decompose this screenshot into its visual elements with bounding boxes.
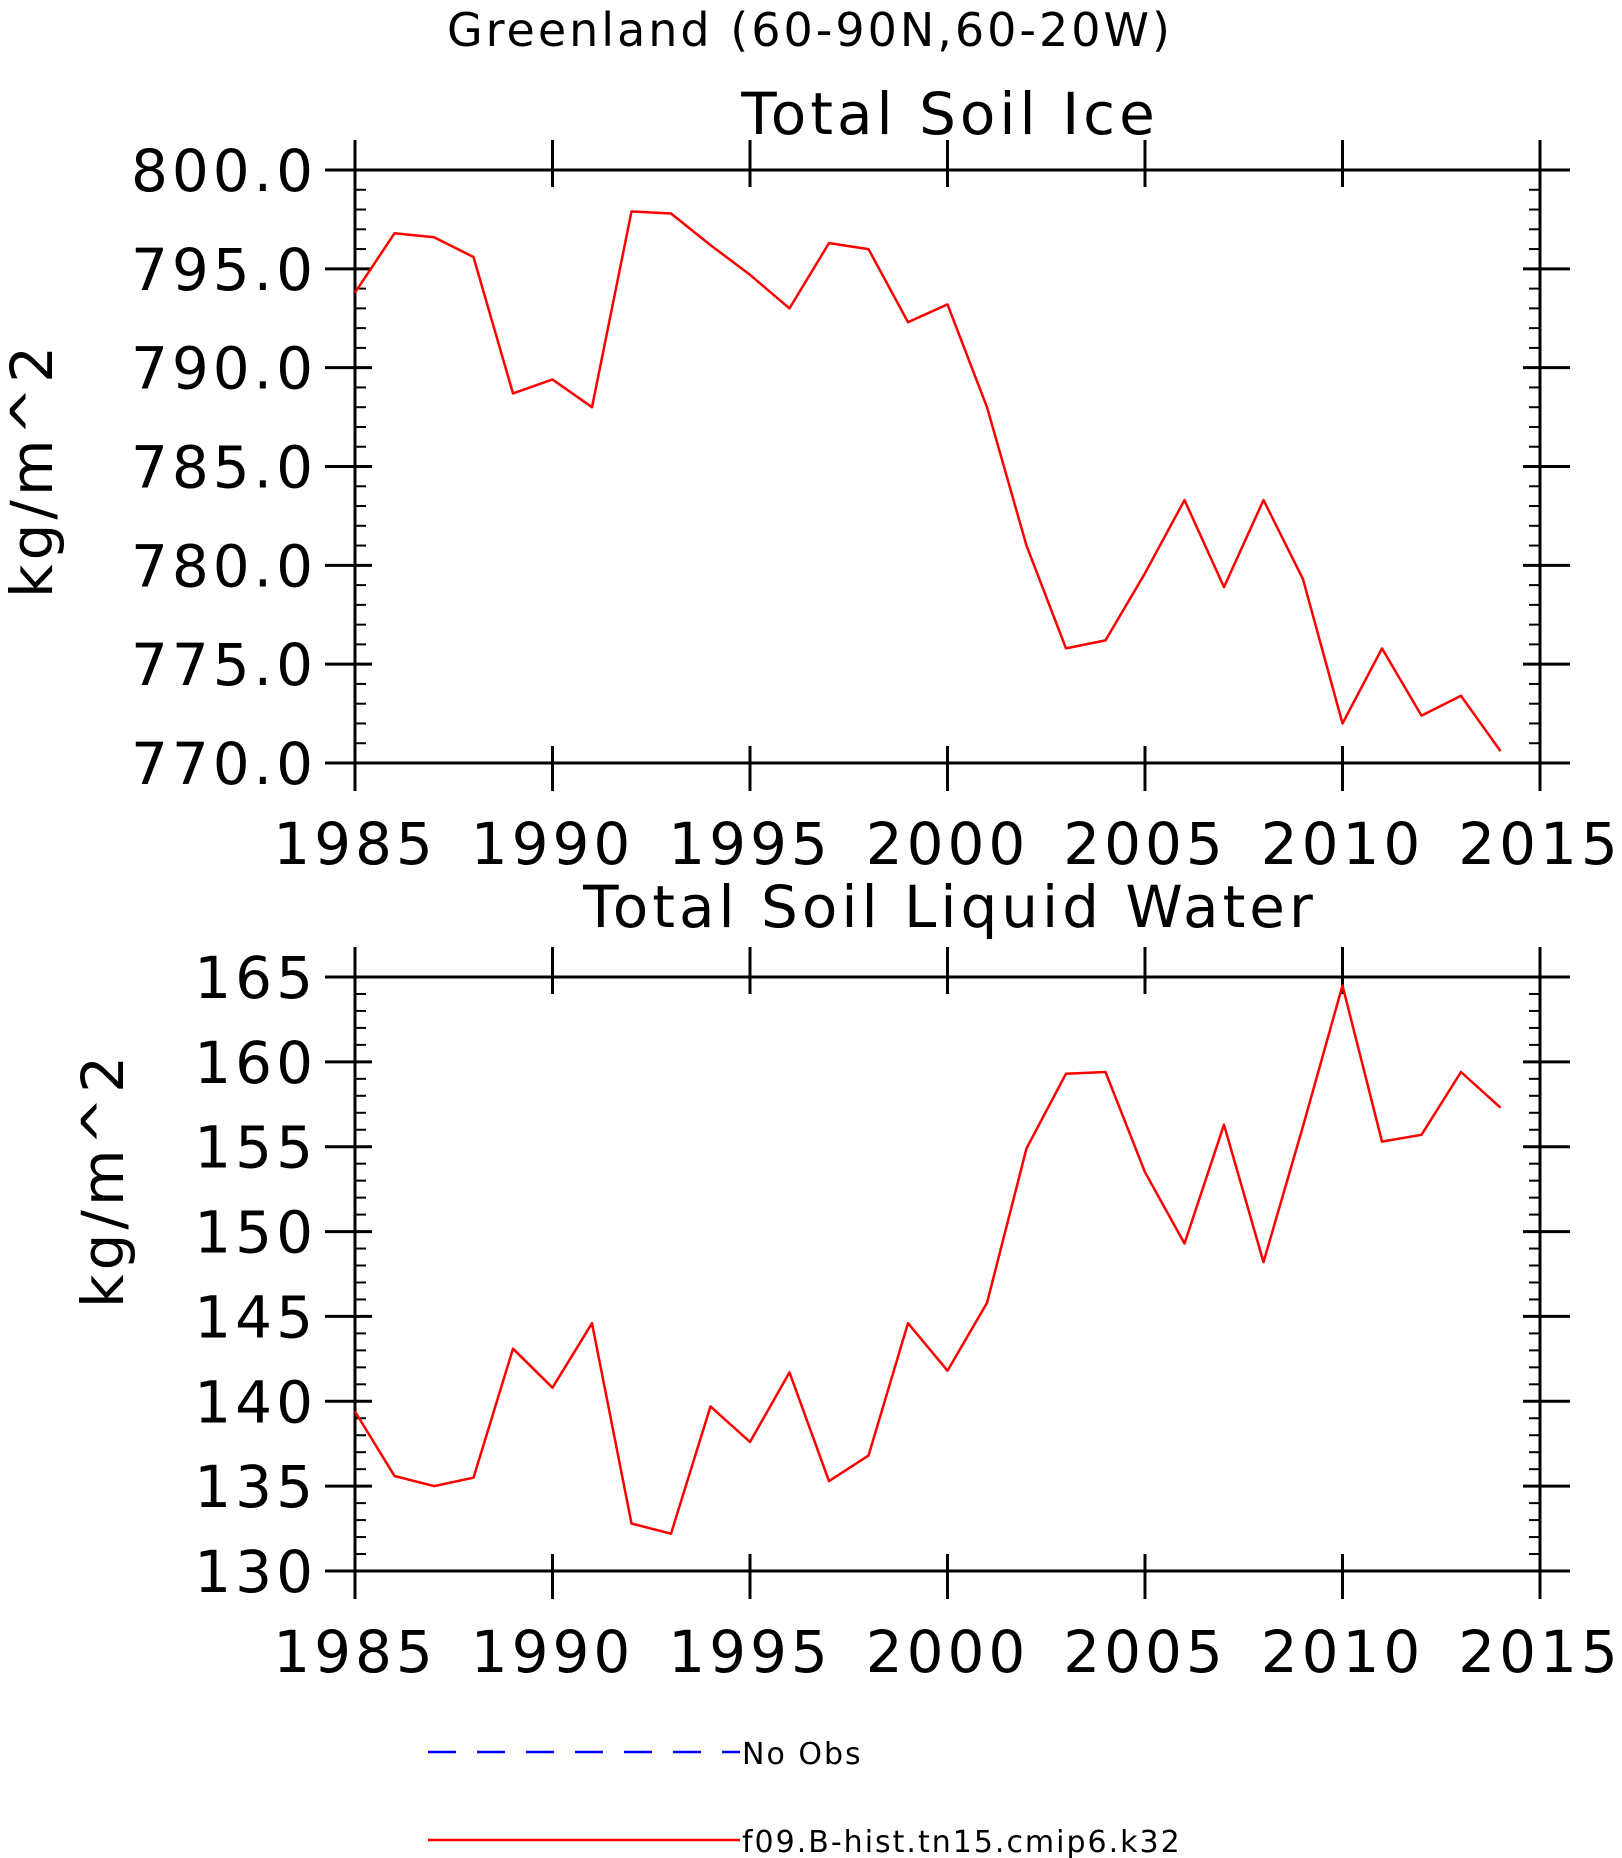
ylabel-soil-ice: kg/m^2 <box>0 342 66 598</box>
axis-ticks-soil-ice <box>325 140 1570 791</box>
xtick-label: 2015 <box>1458 1618 1622 1686</box>
xtick-label: 1990 <box>471 1618 635 1686</box>
ytick-label: 785.0 <box>131 434 317 502</box>
ytick-label: 795.0 <box>131 236 317 304</box>
panel-soil-liquid-water: Total Soil Liquid Water kg/m^2 1985 1990 1… <box>69 873 1622 1686</box>
ytick-label: 135 <box>194 1453 317 1521</box>
ytick-label: 160 <box>194 1029 317 1097</box>
xtick-label: 2005 <box>1063 1618 1227 1686</box>
xtick-label: 2010 <box>1261 810 1425 878</box>
ytick-label: 770.0 <box>131 730 317 798</box>
ytick-labels-soil-ice: 770.0 775.0 780.0 785.0 790.0 795.0 800.0 <box>131 137 317 798</box>
panel-soil-ice: Total Soil Ice kg/m^2 1985 1990 1995 2000 20… <box>0 80 1622 878</box>
legend-label-model: f09.B-hist.tn15.cmip6.k32 <box>742 1825 1182 1858</box>
ytick-label: 145 <box>194 1283 317 1351</box>
xtick-labels-soil-liquid-water: 1985 1990 1995 2000 2005 2010 2015 <box>273 1618 1622 1686</box>
ytick-label: 130 <box>194 1538 317 1606</box>
ytick-label: 140 <box>194 1368 317 1436</box>
xtick-label: 1995 <box>668 1618 832 1686</box>
xtick-label: 1995 <box>668 810 832 878</box>
figure-suptitle: Greenland (60-90N,60-20W) <box>447 3 1173 57</box>
xtick-label: 2000 <box>866 810 1030 878</box>
series-line-soil-liquid-water <box>353 984 1502 1535</box>
xtick-label: 1985 <box>273 810 437 878</box>
xtick-label: 1990 <box>471 810 635 878</box>
ytick-labels-soil-liquid-water: 130 135 140 145 150 155 160 165 <box>194 944 317 1606</box>
legend: No Obs f09.B-hist.tn15.cmip6.k32 <box>428 1737 1182 1858</box>
xtick-labels-soil-ice: 1985 1990 1995 2000 2005 2010 2015 <box>273 810 1622 878</box>
xtick-label: 2010 <box>1261 1618 1425 1686</box>
ytick-label: 165 <box>194 944 317 1012</box>
ytick-label: 775.0 <box>131 631 317 699</box>
plot-frame-soil-liquid-water <box>353 975 1542 1573</box>
ylabel-soil-liquid-water: kg/m^2 <box>69 1052 137 1308</box>
series-line-soil-ice <box>353 210 1502 752</box>
ytick-label: 155 <box>194 1114 317 1182</box>
ytick-label: 800.0 <box>131 137 317 205</box>
plot-frame-soil-ice <box>353 168 1542 765</box>
xtick-label: 2015 <box>1458 810 1622 878</box>
xtick-label: 2000 <box>866 1618 1030 1686</box>
xtick-label: 2005 <box>1063 810 1227 878</box>
xtick-label: 1985 <box>273 1618 437 1686</box>
ytick-label: 150 <box>194 1199 317 1267</box>
ytick-label: 790.0 <box>131 335 317 403</box>
panel-title-soil-liquid-water: Total Soil Liquid Water <box>582 873 1317 941</box>
axis-ticks-soil-liquid-water <box>325 947 1570 1599</box>
panel-title-soil-ice: Total Soil Ice <box>740 80 1159 148</box>
legend-label-no-obs: No Obs <box>742 1737 863 1772</box>
ytick-label: 780.0 <box>131 532 317 600</box>
